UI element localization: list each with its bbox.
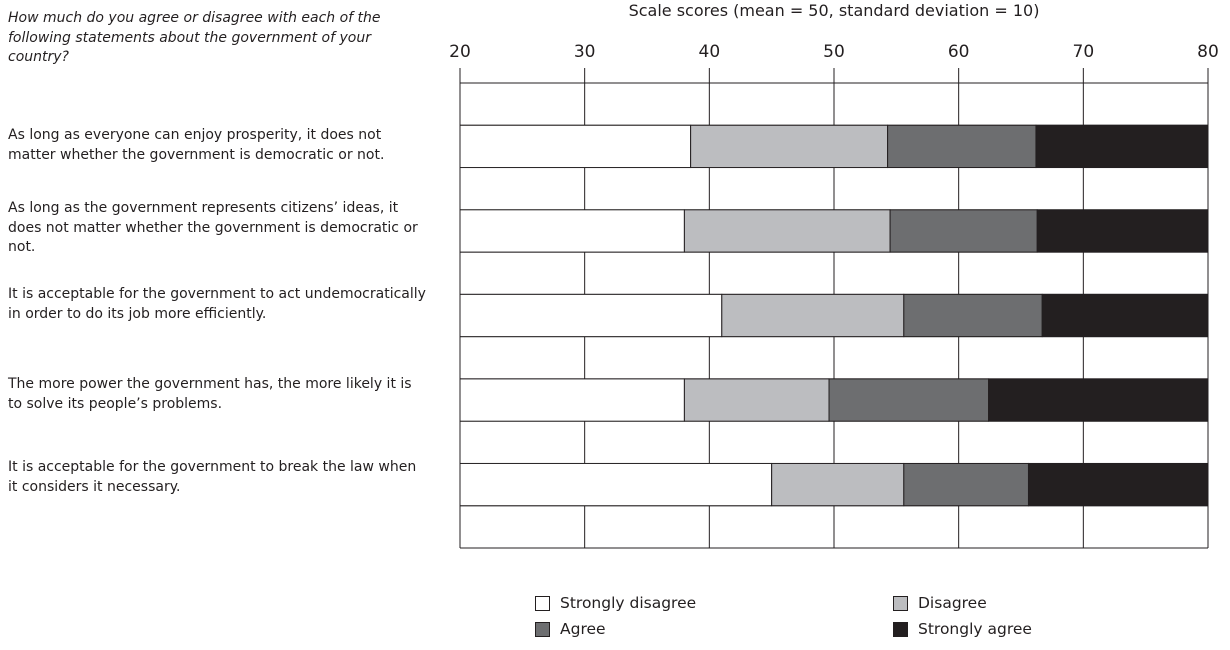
statement-3: It is acceptable for the government to a… (8, 286, 426, 322)
legend-label-agree: Agree (560, 620, 606, 638)
legend-label-disagree: Disagree (918, 594, 987, 612)
bar-2-disagree (683, 209, 891, 253)
bar-4-agree (828, 378, 990, 422)
statement-5: It is acceptable for the government to b… (8, 459, 417, 495)
bar-4-disagree (683, 378, 830, 422)
legend-swatch-strongly-disagree (535, 596, 550, 611)
statement-2: As long as the government represents cit… (8, 200, 418, 255)
legend-label-strongly-agree: Strongly agree (918, 620, 1032, 638)
legend-label-strongly-disagree: Strongly disagree (560, 594, 697, 612)
x-tick-label-60: 60 (948, 42, 970, 62)
bar-5-agree (903, 462, 1029, 507)
legend-swatch-strongly-agree (893, 622, 908, 637)
bar-2-agree (889, 209, 1038, 253)
x-tick-label-80: 80 (1197, 42, 1219, 62)
bar-1-agree (887, 124, 1037, 169)
question-text: How much do you agree or disagree with e… (8, 10, 381, 65)
legend-swatch-agree (535, 622, 550, 637)
bar-1-strongly-disagree (459, 124, 692, 169)
x-tick-label-30: 30 (574, 42, 596, 62)
bar-4-strongly-agree (988, 378, 1209, 422)
statement-1: As long as everyone can enjoy prosperity… (8, 127, 385, 163)
bar-5-strongly-disagree (459, 462, 773, 507)
bar-2-strongly-agree (1036, 209, 1209, 253)
x-tick-label-20: 20 (449, 42, 471, 62)
bar-3-strongly-agree (1041, 293, 1209, 338)
bar-1-strongly-agree (1035, 124, 1209, 169)
x-tick-label-70: 70 (1073, 42, 1095, 62)
x-tick-label-40: 40 (699, 42, 721, 62)
bar-4-strongly-disagree (459, 378, 685, 422)
statement-4: The more power the government has, the m… (8, 376, 412, 412)
bar-2-strongly-disagree (459, 209, 685, 253)
bar-5-disagree (771, 462, 905, 507)
x-tick-label-50: 50 (823, 42, 845, 62)
bar-3-strongly-disagree (459, 293, 723, 338)
bar-1-disagree (690, 124, 889, 169)
bar-3-disagree (721, 293, 905, 338)
legend-swatch-disagree (893, 596, 908, 611)
chart-title: Scale scores (mean = 50, standard deviat… (628, 1, 1040, 20)
bar-3-agree (903, 293, 1043, 338)
bar-5-strongly-agree (1027, 462, 1209, 507)
